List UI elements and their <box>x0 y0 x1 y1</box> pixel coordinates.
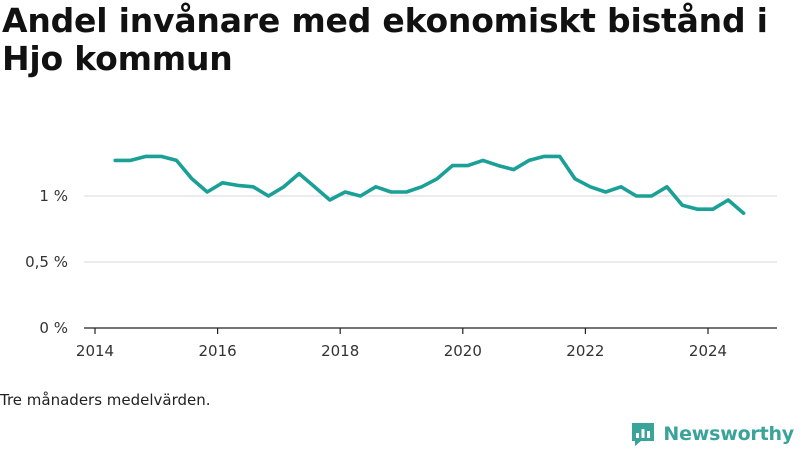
x-tick-label: 2018 <box>321 342 359 360</box>
series-group <box>113 154 746 215</box>
series-line <box>113 154 746 215</box>
brand-logo: Newsworthy <box>629 420 794 448</box>
x-tick-label: 2022 <box>566 342 604 360</box>
x-tick-label: 2014 <box>76 342 114 360</box>
grid-lines <box>84 195 777 329</box>
chart-note: Tre månaders medelvärden. <box>0 391 211 409</box>
x-axis: 2014 2016 2018 2020 2022 2024 <box>76 328 727 360</box>
x-tick-label: 2024 <box>689 342 727 360</box>
x-tick-label: 2020 <box>444 342 482 360</box>
y-tick-label: 1 % <box>39 187 68 205</box>
newsworthy-logo-icon <box>632 423 655 446</box>
brand-name: Newsworthy <box>663 423 794 445</box>
y-tick-label: 0 % <box>39 319 68 337</box>
x-tick-label: 2016 <box>199 342 237 360</box>
y-tick-label: 0,5 % <box>25 253 68 271</box>
line-chart: 2014 2016 2018 2020 2022 2024 0 % 0,5 % 1 % <box>25 154 777 360</box>
chart-title: Andel invånare med ekonomiskt bistånd i … <box>2 1 768 78</box>
y-axis-labels: 0 % 0,5 % 1 % <box>25 187 68 337</box>
